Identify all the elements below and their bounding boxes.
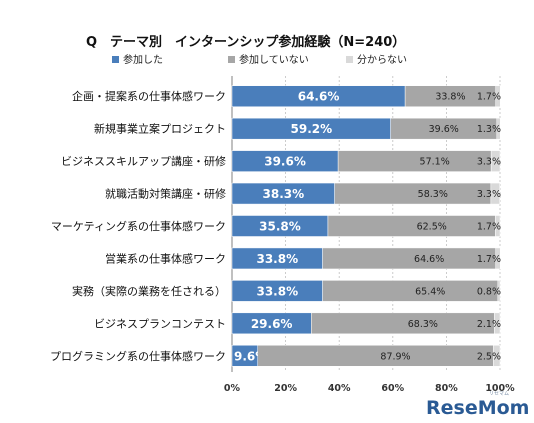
x-tick-label-0: 0% — [224, 383, 241, 394]
category-label-2: ビジネススキルアップ講座・研修 — [61, 154, 226, 168]
bar-2-0 — [495, 85, 501, 107]
legend-label-0: 参加した — [123, 53, 163, 66]
x-axis-ticks: 0% 20% 40% 60% 80% 100% — [224, 383, 515, 394]
bar-1-2 — [337, 150, 492, 172]
value-label-2-8: 2.5% — [477, 351, 501, 362]
category-label-3: 就職活動対策講座・研修 — [105, 187, 226, 201]
value-label-0-3: 38.3% — [263, 187, 305, 201]
bar-2-5 — [495, 247, 501, 270]
value-label-1-7: 68.3% — [408, 319, 438, 330]
category-label-8: プログラミング系の仕事体感ワーク — [50, 349, 226, 363]
logo-brand: ReseMom — [426, 397, 529, 419]
chart-title: Q テーマ別 インターンシップ参加経験（N=240） — [86, 34, 405, 50]
legend-swatch-2 — [346, 56, 353, 63]
bar-1-3 — [334, 182, 492, 205]
value-label-1-3: 58.3% — [418, 189, 448, 200]
x-tick-label-2: 40% — [328, 383, 351, 394]
category-labels: 企画・提案系の仕事体感ワーク新規事業立案プロジェクトビジネススキルアップ講座・研… — [50, 89, 226, 363]
value-label-2-6: 0.8% — [477, 286, 501, 297]
value-label-2-7: 2.1% — [477, 319, 501, 330]
bar-2-4 — [495, 215, 501, 237]
x-tick-label-1: 20% — [274, 383, 297, 394]
bar-2-8 — [493, 345, 501, 367]
category-label-6: 実務（実際の業務を任される） — [72, 284, 226, 298]
value-label-0-6: 33.8% — [256, 284, 298, 298]
value-label-2-1: 1.3% — [477, 124, 501, 135]
value-label-1-1: 39.6% — [429, 124, 459, 135]
bar-2-3 — [490, 182, 500, 205]
category-label-4: マーケティング系の仕事体感ワーク — [51, 219, 226, 233]
value-label-1-5: 64.6% — [414, 254, 444, 265]
value-label-1-2: 57.1% — [420, 157, 450, 168]
x-tick-label-4: 80% — [435, 383, 458, 394]
bar-2-6 — [497, 280, 501, 302]
legend-label-1: 参加していない — [239, 53, 309, 66]
value-label-2-3: 3.3% — [477, 189, 501, 200]
bar-2-1 — [496, 117, 501, 140]
x-tick-label-3: 60% — [381, 383, 404, 394]
bar-2-7 — [494, 312, 501, 335]
bar-1-5 — [322, 247, 496, 270]
value-label-2-5: 1.7% — [477, 254, 501, 265]
category-label-7: ビジネスプランコンテスト — [94, 317, 226, 330]
value-label-0-4: 35.8% — [259, 220, 301, 234]
value-label-1-0: 33.8% — [435, 92, 465, 103]
value-label-0-7: 29.6% — [251, 317, 293, 331]
value-label-2-4: 1.7% — [477, 222, 501, 233]
legend: 参加した 参加していない 分からない — [112, 53, 407, 66]
value-label-1-8: 87.9% — [380, 351, 410, 362]
category-label-0: 企画・提案系の仕事体感ワーク — [72, 89, 226, 103]
resemom-logo: リセマム ReseMom — [426, 391, 529, 419]
value-label-0-0: 64.6% — [298, 90, 340, 104]
value-label-0-5: 33.8% — [256, 252, 298, 266]
value-label-1-6: 65.4% — [415, 286, 445, 297]
value-label-2-0: 1.7% — [477, 92, 501, 103]
bar-1-6 — [322, 280, 499, 302]
category-label-1: 新規事業立案プロジェクト — [94, 122, 226, 136]
value-label-1-4: 62.5% — [417, 222, 447, 233]
bar-2-2 — [490, 150, 501, 172]
x-tick-label-5: 100% — [485, 383, 515, 394]
bars: 64.6% 33.8% 1.7% 59.2% 39.6% 1.3% 39.6% 57.1% 3.… — [231, 85, 501, 367]
bar-1-7 — [311, 312, 495, 335]
value-label-0-1: 59.2% — [291, 122, 333, 136]
bar-1-4 — [327, 215, 496, 237]
category-label-5: 営業系の仕事体感ワーク — [105, 251, 226, 265]
logo-tagline: リセマム — [489, 391, 509, 397]
legend-swatch-1 — [228, 56, 235, 63]
legend-label-2: 分からない — [357, 54, 407, 66]
legend-swatch-0 — [112, 56, 119, 63]
value-label-0-2: 39.6% — [264, 155, 306, 169]
bar-1-8 — [257, 345, 494, 367]
value-label-2-2: 3.3% — [477, 157, 501, 168]
